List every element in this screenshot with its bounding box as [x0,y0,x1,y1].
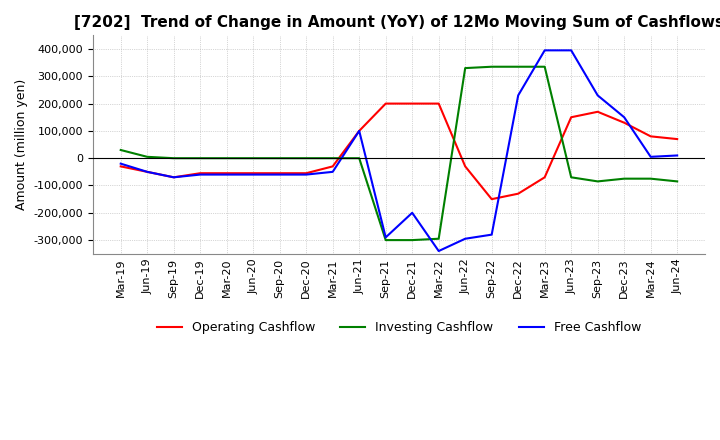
Operating Cashflow [434,101,443,106]
Investing Cashflow [487,64,496,70]
Free Cashflow [593,93,602,98]
Free Cashflow [673,153,682,158]
Operating Cashflow [249,171,258,176]
Investing Cashflow [647,176,655,181]
Operating Cashflow [408,101,417,106]
Investing Cashflow [382,238,390,243]
Investing Cashflow [408,238,417,243]
Free Cashflow [382,235,390,240]
Free Cashflow [647,154,655,159]
Free Cashflow [249,172,258,177]
Operating Cashflow [593,109,602,114]
Free Cashflow [541,48,549,53]
Free Cashflow [169,175,178,180]
Free Cashflow [434,249,443,254]
Operating Cashflow [169,175,178,180]
Operating Cashflow [196,171,204,176]
Free Cashflow [461,236,469,242]
Operating Cashflow [382,101,390,106]
Investing Cashflow [673,179,682,184]
Operating Cashflow [275,171,284,176]
Investing Cashflow [302,156,310,161]
Investing Cashflow [567,175,575,180]
Free Cashflow [302,172,310,177]
Investing Cashflow [514,64,523,70]
Operating Cashflow [302,171,310,176]
Investing Cashflow [249,156,258,161]
Investing Cashflow [593,179,602,184]
Legend: Operating Cashflow, Investing Cashflow, Free Cashflow: Operating Cashflow, Investing Cashflow, … [152,316,646,339]
Operating Cashflow [541,175,549,180]
Operating Cashflow [514,191,523,196]
Free Cashflow [408,210,417,216]
Operating Cashflow [222,171,231,176]
Operating Cashflow [461,164,469,169]
Free Cashflow [620,114,629,120]
Free Cashflow [222,172,231,177]
Investing Cashflow [222,156,231,161]
Free Cashflow [196,172,204,177]
Investing Cashflow [328,156,337,161]
Investing Cashflow [275,156,284,161]
Line: Investing Cashflow: Investing Cashflow [121,67,678,240]
Free Cashflow [275,172,284,177]
Operating Cashflow [567,114,575,120]
Operating Cashflow [328,164,337,169]
Free Cashflow [355,128,364,133]
Operating Cashflow [673,136,682,142]
Operating Cashflow [117,164,125,169]
Operating Cashflow [647,134,655,139]
Investing Cashflow [541,64,549,70]
Investing Cashflow [620,176,629,181]
Investing Cashflow [434,236,443,242]
Operating Cashflow [355,128,364,133]
Operating Cashflow [487,197,496,202]
Investing Cashflow [143,154,151,159]
Investing Cashflow [117,147,125,153]
Investing Cashflow [355,156,364,161]
Operating Cashflow [620,120,629,125]
Free Cashflow [143,169,151,175]
Operating Cashflow [143,169,151,175]
Investing Cashflow [169,156,178,161]
Line: Operating Cashflow: Operating Cashflow [121,103,678,199]
Investing Cashflow [461,66,469,71]
Title: [7202]  Trend of Change in Amount (YoY) of 12Mo Moving Sum of Cashflows: [7202] Trend of Change in Amount (YoY) o… [74,15,720,30]
Free Cashflow [514,93,523,98]
Free Cashflow [328,169,337,175]
Y-axis label: Amount (million yen): Amount (million yen) [15,79,28,210]
Free Cashflow [117,161,125,166]
Free Cashflow [567,48,575,53]
Free Cashflow [487,232,496,237]
Line: Free Cashflow: Free Cashflow [121,50,678,251]
Investing Cashflow [196,156,204,161]
